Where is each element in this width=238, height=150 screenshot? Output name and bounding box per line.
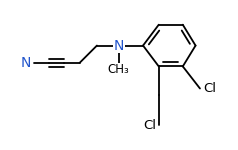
Text: Cl: Cl [143,119,156,132]
Text: N: N [21,56,31,70]
Text: Cl: Cl [203,82,216,95]
Text: CH₃: CH₃ [107,63,129,76]
Text: N: N [114,39,124,52]
